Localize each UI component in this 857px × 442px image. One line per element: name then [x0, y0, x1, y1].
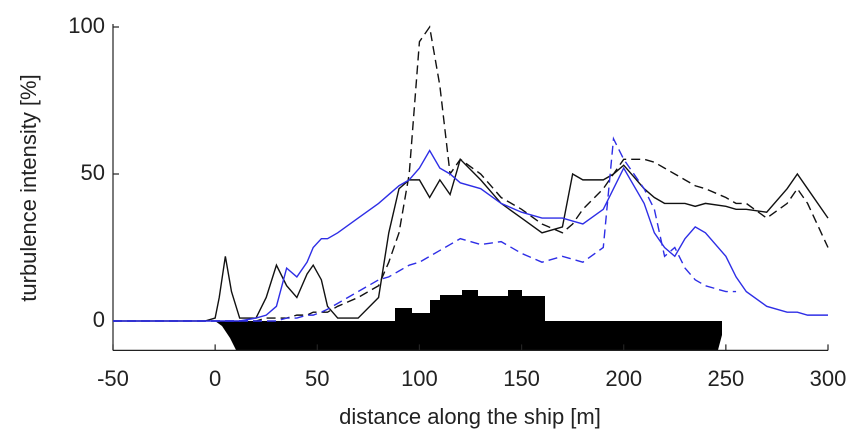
- x-tick-label: 100: [401, 366, 438, 391]
- x-tick-label: 200: [605, 366, 642, 391]
- x-tick-label: 150: [503, 366, 540, 391]
- ship-silhouette: [215, 290, 722, 350]
- x-tick-label: 250: [707, 366, 744, 391]
- series-line: [113, 136, 737, 322]
- x-tick-label: -50: [97, 366, 129, 391]
- x-axis-label: distance along the ship [m]: [339, 404, 601, 429]
- y-tick-label: 100: [68, 13, 105, 38]
- series-line: [113, 25, 829, 322]
- y-axis-label: turbulence intensity [%]: [16, 74, 41, 301]
- x-tick-label: 50: [305, 366, 329, 391]
- x-tick-label: 300: [810, 366, 847, 391]
- series-line: [113, 157, 829, 322]
- series-line: [113, 149, 828, 322]
- y-tick-label: 50: [81, 160, 105, 185]
- x-tick-label: 0: [209, 366, 221, 391]
- y-tick-label: 0: [93, 307, 105, 332]
